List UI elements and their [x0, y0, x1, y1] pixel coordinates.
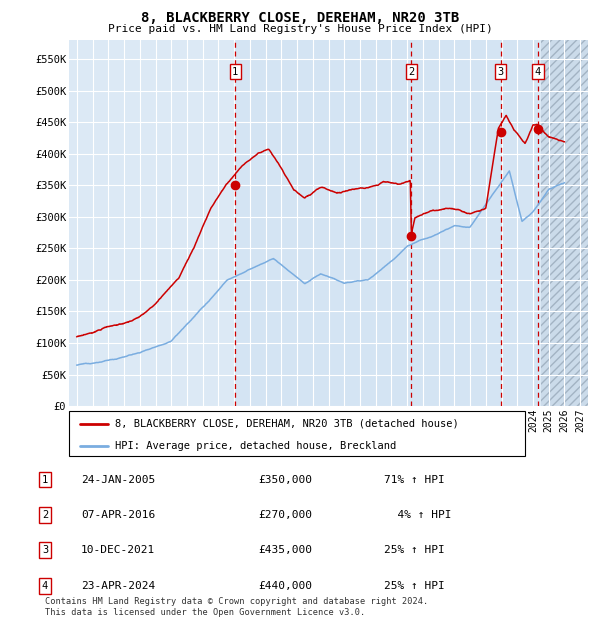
Text: 23-APR-2024: 23-APR-2024 — [81, 580, 155, 591]
Text: £350,000: £350,000 — [258, 474, 312, 485]
Bar — [412, 40, 500, 406]
Text: 25% ↑ HPI: 25% ↑ HPI — [384, 545, 445, 556]
Text: £440,000: £440,000 — [258, 580, 312, 591]
Text: 71% ↑ HPI: 71% ↑ HPI — [384, 474, 445, 485]
Text: 1: 1 — [232, 67, 238, 77]
Text: 4% ↑ HPI: 4% ↑ HPI — [384, 510, 452, 520]
Text: 2: 2 — [408, 67, 415, 77]
Text: £270,000: £270,000 — [258, 510, 312, 520]
Text: 25% ↑ HPI: 25% ↑ HPI — [384, 580, 445, 591]
Text: 8, BLACKBERRY CLOSE, DEREHAM, NR20 3TB (detached house): 8, BLACKBERRY CLOSE, DEREHAM, NR20 3TB (… — [115, 418, 458, 428]
Text: 10-DEC-2021: 10-DEC-2021 — [81, 545, 155, 556]
Bar — [541, 40, 588, 406]
Text: £435,000: £435,000 — [258, 545, 312, 556]
Bar — [500, 40, 538, 406]
Text: 07-APR-2016: 07-APR-2016 — [81, 510, 155, 520]
Text: 24-JAN-2005: 24-JAN-2005 — [81, 474, 155, 485]
Text: 4: 4 — [42, 580, 48, 591]
FancyBboxPatch shape — [69, 411, 525, 456]
Bar — [235, 40, 412, 406]
Text: Contains HM Land Registry data © Crown copyright and database right 2024.
This d: Contains HM Land Registry data © Crown c… — [45, 598, 428, 617]
Text: 3: 3 — [497, 67, 503, 77]
Text: 3: 3 — [42, 545, 48, 556]
Text: HPI: Average price, detached house, Breckland: HPI: Average price, detached house, Brec… — [115, 441, 396, 451]
Bar — [541, 40, 588, 406]
Text: 2: 2 — [42, 510, 48, 520]
Text: 1: 1 — [42, 474, 48, 485]
Text: 4: 4 — [535, 67, 541, 77]
Text: 8, BLACKBERRY CLOSE, DEREHAM, NR20 3TB: 8, BLACKBERRY CLOSE, DEREHAM, NR20 3TB — [141, 11, 459, 25]
Text: Price paid vs. HM Land Registry's House Price Index (HPI): Price paid vs. HM Land Registry's House … — [107, 24, 493, 33]
